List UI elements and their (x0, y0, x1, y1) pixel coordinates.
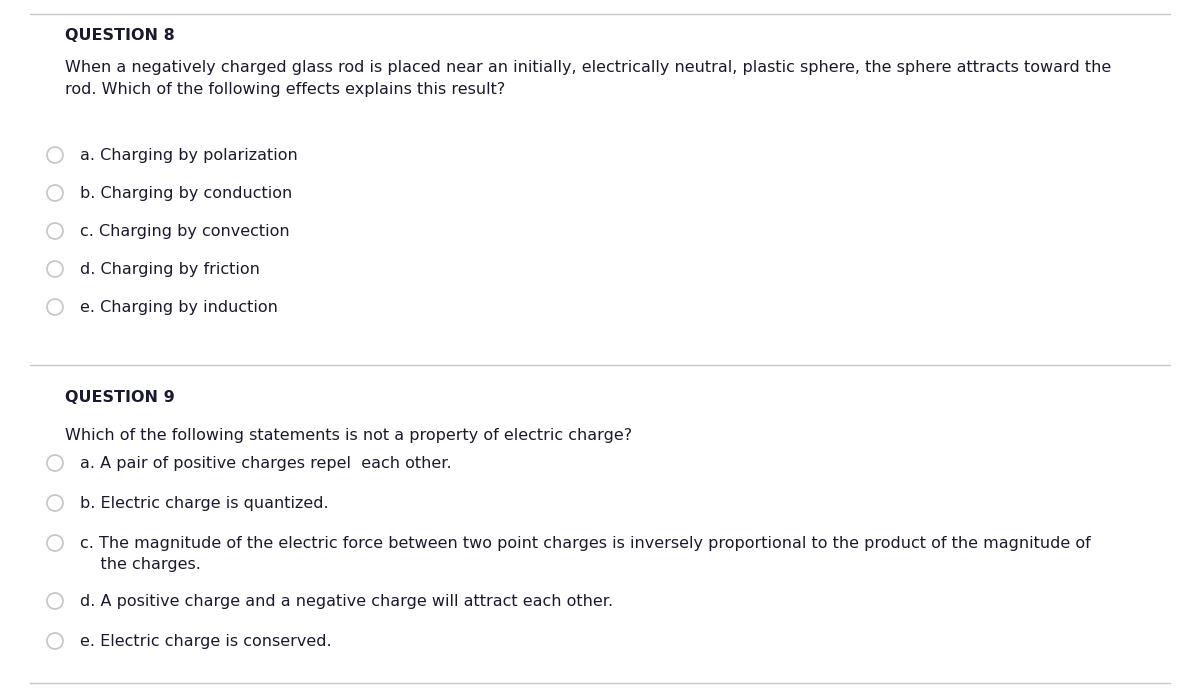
Text: d. Charging by friction: d. Charging by friction (80, 262, 260, 277)
Text: QUESTION 8: QUESTION 8 (65, 28, 175, 43)
Text: Which of the following statements is not a property of electric charge?: Which of the following statements is not… (65, 428, 632, 443)
Text: When a negatively charged glass rod is placed near an initially, electrically ne: When a negatively charged glass rod is p… (65, 60, 1111, 97)
Text: QUESTION 9: QUESTION 9 (65, 390, 175, 405)
Text: d. A positive charge and a negative charge will attract each other.: d. A positive charge and a negative char… (80, 594, 613, 609)
Text: c. The magnitude of the electric force between two point charges is inversely pr: c. The magnitude of the electric force b… (80, 536, 1091, 572)
Text: e. Charging by induction: e. Charging by induction (80, 300, 278, 315)
Text: b. Electric charge is quantized.: b. Electric charge is quantized. (80, 496, 329, 511)
Text: b. Charging by conduction: b. Charging by conduction (80, 186, 293, 201)
Text: e. Electric charge is conserved.: e. Electric charge is conserved. (80, 634, 331, 649)
Text: a. Charging by polarization: a. Charging by polarization (80, 148, 298, 163)
Text: c. Charging by convection: c. Charging by convection (80, 224, 289, 239)
Text: a. A pair of positive charges repel  each other.: a. A pair of positive charges repel each… (80, 456, 451, 471)
